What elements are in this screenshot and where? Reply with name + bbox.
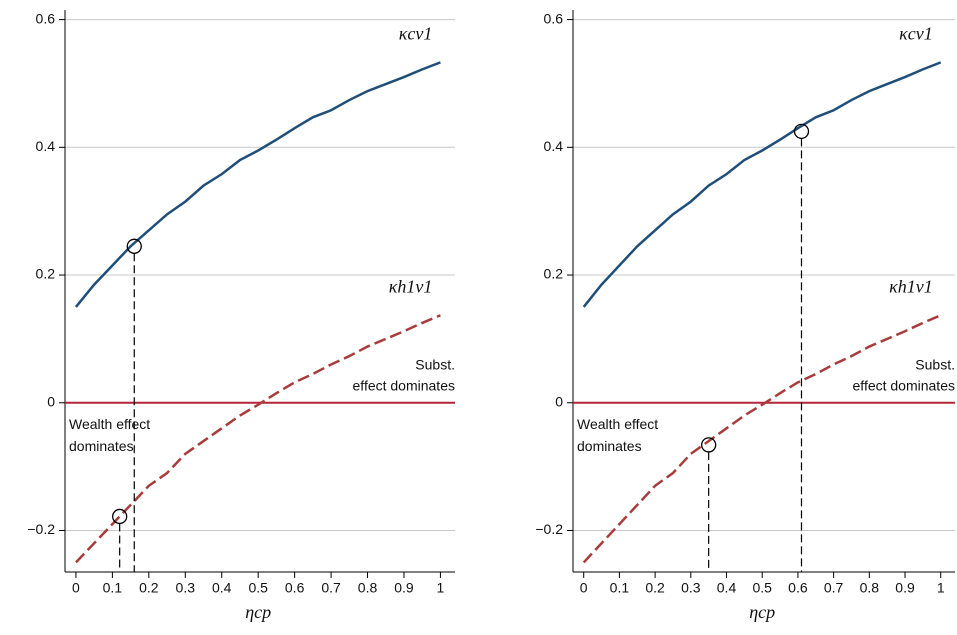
annotation: effect dominates bbox=[353, 377, 455, 393]
y-tick-label: 0 bbox=[555, 393, 563, 409]
series-line bbox=[582, 314, 942, 564]
y-tick-label: 0.6 bbox=[36, 10, 56, 26]
x-tick-label: 0.3 bbox=[681, 580, 701, 596]
x-tick-label: 1 bbox=[937, 580, 945, 596]
marker bbox=[126, 238, 142, 254]
x-axis-label: ηcp bbox=[245, 602, 271, 622]
annotation: dominates bbox=[69, 438, 134, 454]
x-tick-label: 0.7 bbox=[321, 580, 341, 596]
x-tick-label: 0.1 bbox=[610, 580, 630, 596]
series-label: κh1v1 bbox=[889, 276, 933, 296]
x-tick-label: 1 bbox=[437, 580, 445, 596]
x-tick-label: 0 bbox=[72, 580, 80, 596]
x-tick-label: 0.8 bbox=[860, 580, 880, 596]
marker bbox=[793, 123, 810, 139]
annotation: Wealth effect bbox=[69, 416, 150, 432]
annotation: Subst. bbox=[915, 356, 955, 372]
x-tick-label: 0.7 bbox=[824, 580, 844, 596]
x-tick-label: 0.4 bbox=[717, 580, 737, 596]
series-line bbox=[74, 61, 441, 308]
y-tick-label: 0.2 bbox=[36, 266, 56, 282]
x-tick-label: 0.2 bbox=[139, 580, 159, 596]
x-tick-label: 0.9 bbox=[895, 580, 915, 596]
x-tick-label: 0.6 bbox=[788, 580, 808, 596]
x-tick-label: 0.2 bbox=[645, 580, 665, 596]
annotation: dominates bbox=[577, 438, 642, 454]
series-label: κcv1 bbox=[899, 23, 933, 43]
marker bbox=[701, 437, 717, 453]
series-label: κh1v1 bbox=[389, 276, 433, 296]
x-tick-label: 0.9 bbox=[394, 580, 414, 596]
x-tick-label: 0.5 bbox=[248, 580, 268, 596]
y-tick-label: −0.2 bbox=[27, 521, 55, 537]
series-line bbox=[75, 314, 441, 564]
x-tick-label: 0.4 bbox=[212, 580, 232, 596]
x-tick-label: 0.3 bbox=[176, 580, 196, 596]
x-tick-label: 0.1 bbox=[103, 580, 123, 596]
series-line bbox=[582, 61, 942, 308]
series-label: κcv1 bbox=[399, 23, 433, 43]
y-tick-label: 0.4 bbox=[544, 138, 564, 154]
x-tick-label: 0.6 bbox=[285, 580, 305, 596]
annotation: effect dominates bbox=[853, 377, 955, 393]
y-tick-label: 0.4 bbox=[36, 138, 56, 154]
x-tick-label: 0.5 bbox=[752, 580, 772, 596]
marker bbox=[112, 508, 128, 525]
x-tick-label: 0.8 bbox=[358, 580, 378, 596]
annotation: Subst. bbox=[415, 356, 455, 372]
y-tick-label: 0.6 bbox=[544, 10, 564, 26]
y-tick-label: 0 bbox=[47, 393, 55, 409]
x-tick-label: 0 bbox=[580, 580, 588, 596]
x-axis-label: ηcp bbox=[749, 602, 775, 622]
annotation: Wealth effect bbox=[577, 416, 658, 432]
y-tick-label: −0.2 bbox=[535, 521, 563, 537]
y-tick-label: 0.2 bbox=[544, 266, 564, 282]
